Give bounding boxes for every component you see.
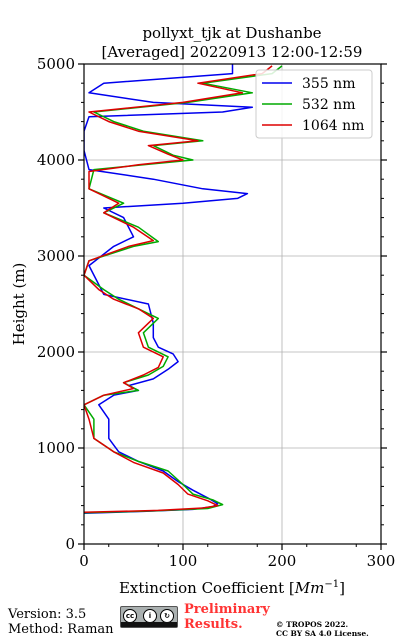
- legend-box: [255, 69, 373, 139]
- grid-lines: [84, 64, 381, 544]
- y-tick-label: 3000: [37, 247, 75, 265]
- preliminary-notice: Preliminary Results.: [184, 602, 270, 632]
- x-axis-label: Extinction Coefficient [Mm−1]: [119, 579, 345, 597]
- series-line-1: [84, 65, 283, 514]
- series-lines: [84, 64, 283, 515]
- sa-icon: ↻: [160, 609, 174, 623]
- chart-title-line1: pollyxt_tjk at Dushanbe: [142, 24, 321, 42]
- chart-title-line2: [Averaged] 20220913 12:00-12:59: [102, 43, 363, 61]
- cc-license-badge: cc i ↻: [120, 606, 178, 628]
- x-tick-label: 200: [268, 552, 297, 570]
- preliminary-line2: Results.: [184, 617, 243, 632]
- y-tick-label: 5000: [37, 55, 75, 73]
- y-tick-label: 2000: [37, 343, 75, 361]
- legend: 355 nm 532 nm 1064 nm: [255, 69, 373, 139]
- legend-label-2: 1064 nm: [302, 118, 364, 134]
- legend-label-0: 355 nm: [302, 76, 355, 92]
- y-tick-label: 1000: [37, 439, 75, 457]
- copyright-notice: © TROPOS 2022. CC BY SA 4.0 License.: [276, 620, 369, 638]
- by-icon: i: [143, 609, 157, 623]
- x-tick-label: 100: [169, 552, 198, 570]
- cc-icon: cc: [123, 609, 137, 623]
- y-tick-label: 4000: [37, 151, 75, 169]
- series-line-2: [84, 65, 273, 514]
- series-line-0: [84, 64, 254, 515]
- method-text: Method: Raman: [8, 622, 114, 637]
- y-axis-label: Height (m): [10, 263, 28, 346]
- version-text: Version: 3.5: [8, 607, 87, 622]
- y-tick-label: 0: [65, 535, 75, 553]
- legend-label-1: 532 nm: [302, 97, 355, 113]
- x-tick-label: 0: [79, 552, 89, 570]
- plot-frame: [83, 63, 382, 545]
- x-tick-label: 300: [367, 552, 396, 570]
- preliminary-line1: Preliminary: [184, 602, 270, 617]
- copyright-line1: © TROPOS 2022.: [276, 620, 349, 629]
- copyright-line2: CC BY SA 4.0 License.: [276, 629, 369, 638]
